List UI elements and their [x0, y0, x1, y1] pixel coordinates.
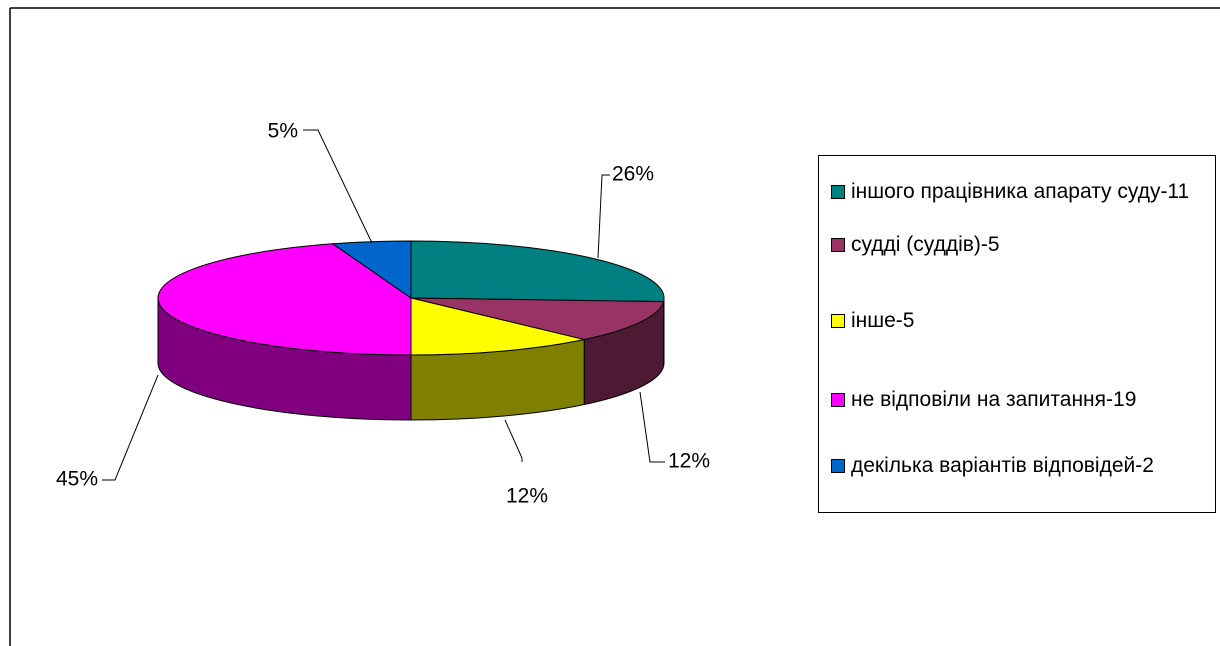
- pie-slice: [410, 240, 665, 303]
- legend-item: не відповіли на запитання-19: [831, 387, 1206, 412]
- data-label: 12%: [506, 485, 548, 508]
- data-label: 45%: [56, 468, 98, 491]
- leader-line: [597, 174, 610, 259]
- data-label: 12%: [668, 450, 710, 473]
- legend: іншого працівника апарату суду-11 судді (…: [818, 155, 1216, 513]
- legend-label: інше-5: [851, 309, 915, 332]
- legend-item: іншого працівника апарату суду-11: [831, 179, 1206, 204]
- legend-label: не відповіли на запитання-19: [851, 388, 1137, 411]
- legend-label: іншого працівника апарату суду-11: [851, 180, 1190, 203]
- legend-swatch: [831, 393, 845, 407]
- leader-line: [102, 374, 159, 481]
- legend-swatch: [831, 185, 845, 199]
- data-label: 26%: [612, 163, 654, 186]
- legend-swatch: [831, 459, 845, 473]
- legend-item: судді (суддів)-5: [831, 232, 1206, 257]
- legend-item: декілька варіантів відповідей-2: [831, 453, 1206, 478]
- legend-item: інше-5: [831, 308, 1206, 333]
- leader-line: [639, 391, 665, 463]
- legend-swatch: [831, 238, 845, 252]
- data-label: 5%: [268, 120, 298, 143]
- legend-label: судді (суддів)-5: [851, 233, 1000, 256]
- leader-line: [504, 419, 523, 462]
- legend-label: декілька варіантів відповідей-2: [851, 454, 1154, 477]
- leader-line: [303, 129, 373, 244]
- pie-slice: [410, 297, 585, 356]
- pie-slice: [410, 297, 665, 341]
- pie-slice: [157, 243, 412, 356]
- legend-swatch: [831, 314, 845, 328]
